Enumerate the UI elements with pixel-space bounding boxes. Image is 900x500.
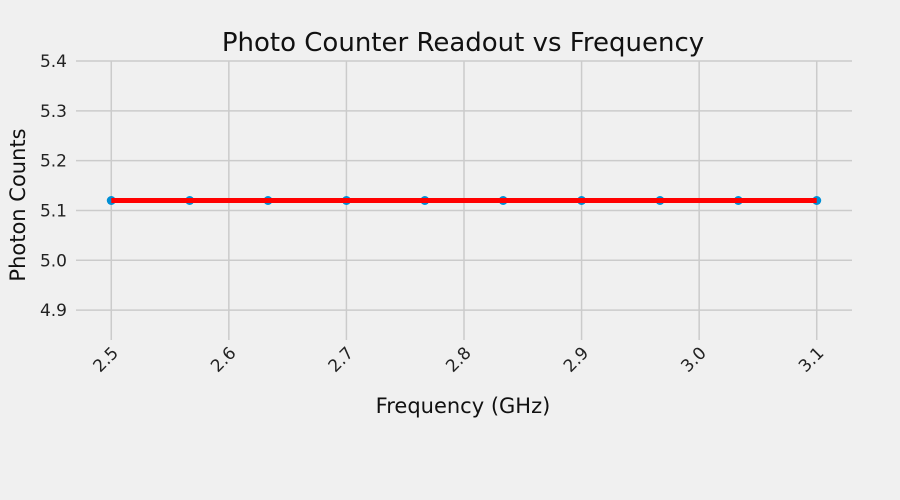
y-axis-label: Photon Counts [6,128,30,281]
x-tick-label: 2.7 [325,343,358,376]
y-tick-label: 5.1 [40,201,67,221]
x-axis-label: Frequency (GHz) [376,394,551,418]
y-tick-label: 5.3 [40,102,67,122]
y-tick-label: 4.9 [40,301,67,321]
x-tick-label: 2.8 [442,343,475,376]
plot-area [106,196,822,205]
x-tick-label: 2.6 [207,343,240,376]
y-tick-label: 5.0 [40,251,67,271]
y-tick-label: 5.2 [40,152,67,172]
y-tick-label: 5.4 [40,52,67,72]
x-tick-label: 3.1 [795,343,828,376]
x-tick-label: 2.5 [90,343,123,376]
x-tick-label: 2.9 [560,343,593,376]
x-axis-ticks: 2.5 2.6 2.7 2.8 2.9 3.0 3.1 [90,343,829,376]
y-axis-ticks: 4.9 5.0 5.1 5.2 5.3 5.4 [40,52,67,321]
chart-title: Photo Counter Readout vs Frequency [222,28,704,58]
x-tick-label: 3.0 [677,343,710,376]
